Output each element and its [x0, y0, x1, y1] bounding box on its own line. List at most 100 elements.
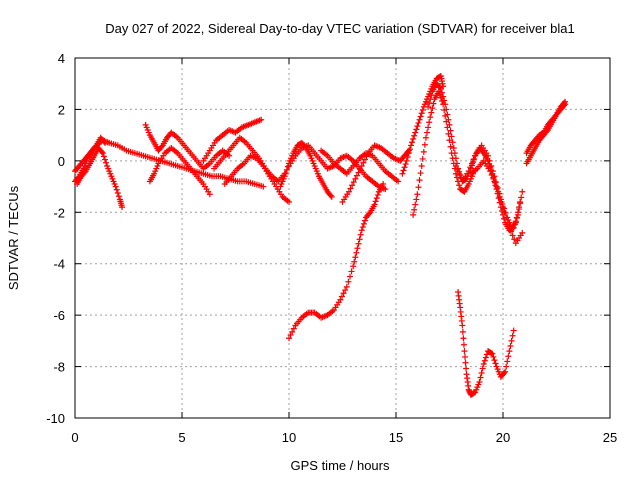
data-point	[351, 258, 358, 265]
y-tick-label: -8	[53, 360, 65, 375]
series-track-j	[286, 142, 389, 193]
data-point	[258, 116, 265, 123]
data-point	[428, 109, 435, 116]
data-point	[410, 136, 417, 142]
x-tick-label: 25	[603, 430, 617, 445]
data-point	[345, 188, 352, 195]
data-point	[437, 85, 444, 92]
data-point	[452, 163, 459, 169]
data-points	[72, 73, 569, 398]
data-point	[514, 209, 521, 216]
data-point	[356, 236, 363, 243]
data-point	[490, 353, 497, 360]
data-point	[99, 150, 106, 157]
data-point	[443, 106, 450, 113]
data-point	[425, 124, 432, 131]
data-point	[260, 183, 267, 190]
data-point	[447, 127, 454, 134]
data-point	[415, 119, 422, 126]
data-point	[478, 370, 485, 376]
data-point	[418, 163, 425, 169]
data-point	[348, 268, 355, 275]
data-point	[98, 148, 105, 155]
data-point	[439, 89, 446, 96]
data-point	[420, 148, 427, 155]
y-tick-label: 4	[58, 51, 65, 66]
data-point	[361, 156, 368, 163]
data-point	[490, 175, 497, 182]
series-track-s	[455, 289, 517, 398]
data-point	[417, 113, 424, 120]
y-tick-label: 0	[58, 154, 65, 169]
series-track-u	[523, 98, 569, 167]
data-point	[350, 263, 357, 270]
data-point	[346, 273, 353, 280]
data-point	[421, 141, 428, 148]
data-point	[452, 155, 459, 162]
series-track-d	[142, 121, 233, 172]
data-point	[471, 389, 478, 396]
data-point	[489, 350, 496, 357]
data-point	[363, 153, 370, 160]
data-point	[380, 181, 387, 187]
data-point	[158, 143, 165, 150]
plot-frame	[74, 57, 611, 419]
data-point	[112, 183, 119, 190]
x-tick-label: 15	[389, 430, 403, 445]
data-point	[283, 166, 290, 173]
data-point	[463, 365, 470, 372]
data-point	[509, 232, 516, 239]
data-point	[282, 170, 289, 177]
data-point	[286, 335, 292, 342]
data-point	[480, 361, 487, 367]
data-point	[101, 156, 108, 163]
data-point	[357, 231, 364, 238]
data-point	[513, 214, 520, 221]
data-point	[456, 170, 463, 177]
data-point	[488, 172, 495, 178]
data-point	[476, 379, 483, 385]
data-point	[416, 177, 423, 184]
data-point	[419, 107, 426, 114]
data-point	[436, 84, 443, 91]
data-point	[353, 249, 360, 256]
x-tick-label: 20	[496, 430, 510, 445]
data-point	[430, 100, 437, 107]
data-point	[412, 129, 419, 136]
data-point	[485, 152, 492, 159]
data-point	[445, 130, 452, 137]
data-point	[510, 327, 517, 334]
data-point	[449, 139, 456, 146]
data-point	[413, 196, 420, 203]
data-point	[289, 328, 296, 335]
data-point	[337, 296, 344, 303]
series-track-h	[221, 152, 292, 205]
data-point	[427, 96, 434, 103]
data-point	[482, 354, 489, 361]
data-point	[100, 153, 107, 160]
data-point	[101, 139, 108, 146]
data-point	[358, 227, 365, 234]
x-tick-label: 5	[178, 430, 185, 445]
data-point	[372, 198, 379, 205]
data-point	[460, 341, 467, 348]
data-point	[503, 214, 510, 221]
data-point	[517, 199, 524, 205]
data-point	[401, 164, 408, 171]
data-point	[492, 360, 499, 367]
data-point	[444, 111, 451, 118]
data-point	[461, 348, 468, 355]
data-point	[342, 287, 349, 294]
data-point	[366, 210, 373, 217]
data-point	[287, 332, 294, 339]
data-point	[403, 157, 410, 164]
data-point	[328, 193, 335, 200]
x-axis-label: GPS time / hours	[291, 458, 390, 473]
data-point	[354, 245, 361, 252]
data-point	[353, 172, 360, 179]
data-point	[411, 132, 418, 139]
data-point	[487, 168, 494, 175]
data-point	[503, 363, 510, 370]
